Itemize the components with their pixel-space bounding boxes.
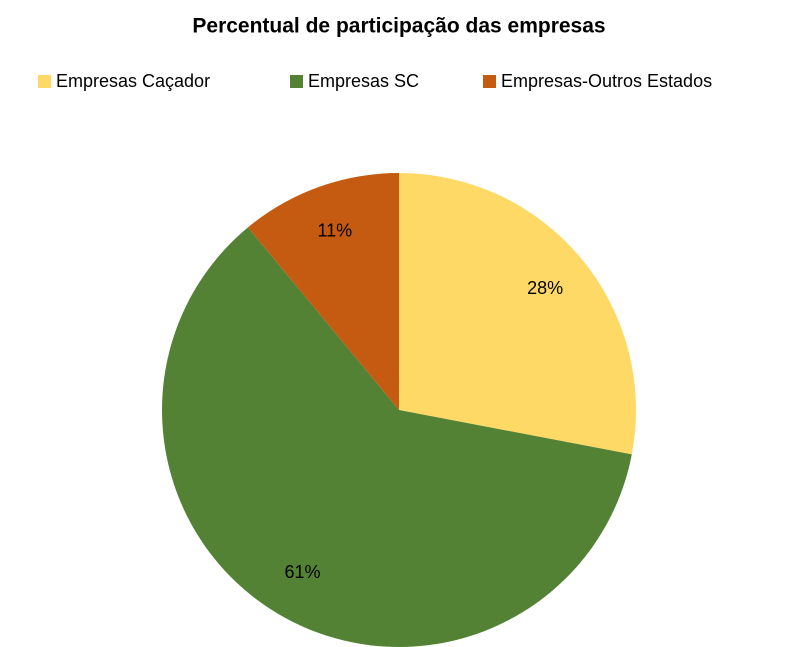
legend-label: Empresas-Outros Estados bbox=[501, 71, 712, 91]
pie-slice bbox=[247, 173, 399, 410]
pie-slice bbox=[399, 173, 636, 455]
legend-swatch bbox=[290, 75, 303, 88]
legend-label: Empresas SC bbox=[308, 71, 419, 91]
pie-slice bbox=[161, 227, 632, 647]
data-label: 28% bbox=[527, 278, 563, 298]
legend-swatch bbox=[483, 75, 496, 88]
data-label: 61% bbox=[284, 562, 320, 582]
chart-title: Percentual de participação das empresas bbox=[192, 15, 605, 38]
legend-label: Empresas Caçador bbox=[56, 71, 210, 91]
legend-swatch bbox=[38, 75, 51, 88]
data-label: 11% bbox=[317, 220, 352, 240]
